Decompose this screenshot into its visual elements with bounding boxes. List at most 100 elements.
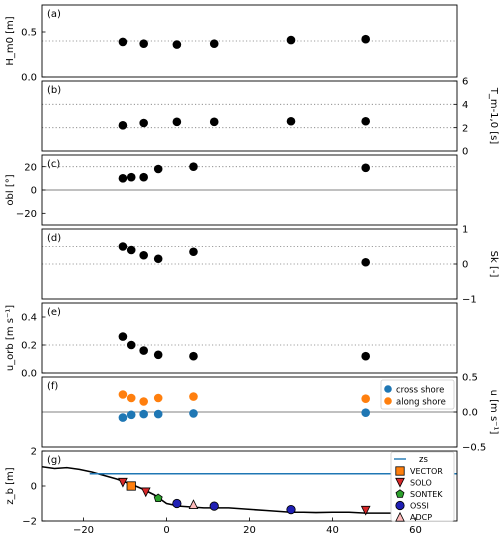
x-tick-label: 20 xyxy=(243,525,256,536)
y-tick-label: 20 xyxy=(24,162,37,173)
y-tick-label: 0 xyxy=(31,482,37,493)
data-point xyxy=(361,257,371,267)
instrument-marker xyxy=(172,498,182,509)
instrument-marker xyxy=(140,487,151,498)
panel-frame xyxy=(41,4,458,78)
y-tick-label: 1 xyxy=(462,225,468,236)
y-tick-label: −1 xyxy=(462,295,477,306)
y-axis-label: u [m s⁻¹] xyxy=(488,390,499,435)
legend-marker xyxy=(395,489,405,498)
panel-label: (d) xyxy=(47,233,61,244)
legend-label: SONTEK xyxy=(410,490,443,499)
y-tick-label: −2 xyxy=(22,517,37,528)
data-point xyxy=(172,117,182,127)
legend-marker xyxy=(384,385,392,393)
data-point xyxy=(153,409,163,419)
data-point xyxy=(153,393,163,403)
data-point xyxy=(118,332,128,341)
data-point xyxy=(118,242,128,251)
data-point xyxy=(286,116,296,126)
panel-label: (b) xyxy=(47,85,61,96)
x-tick-label: 0 xyxy=(163,525,169,536)
panel-2: −20 0 20 obl [°] (c) xyxy=(5,154,458,226)
legend: zs VECTOR SOLO SONTEK OSSI ADCP xyxy=(390,451,455,522)
y-tick-label: 0.0 xyxy=(462,408,478,419)
data-point xyxy=(189,392,198,401)
data-point xyxy=(139,397,148,406)
y-tick-label: 2 xyxy=(31,447,37,458)
instrument-marker xyxy=(360,505,371,516)
data-point xyxy=(189,351,198,361)
data-point xyxy=(139,346,148,355)
y-tick-label: 0.0 xyxy=(21,369,37,380)
data-point xyxy=(118,390,128,399)
panel-frame xyxy=(41,80,458,152)
y-tick-label: 0.2 xyxy=(21,341,37,352)
data-point xyxy=(118,37,128,47)
legend-label: ADCP xyxy=(410,513,432,522)
data-point xyxy=(361,394,371,404)
plot-area xyxy=(118,390,371,422)
data-point xyxy=(172,40,182,49)
data-point xyxy=(189,409,198,418)
data-point xyxy=(153,164,163,174)
data-point xyxy=(118,413,128,422)
y-axis-label: Sk [-] xyxy=(488,251,499,278)
plot-area xyxy=(118,242,371,267)
plot-area xyxy=(118,332,371,361)
y-tick-label: −20 xyxy=(16,209,37,220)
legend-marker xyxy=(384,397,392,405)
data-point xyxy=(139,172,148,182)
y-tick-label: 6 xyxy=(462,77,468,88)
data-point xyxy=(209,39,219,48)
y-tick-label: 4 xyxy=(462,100,468,111)
legend-label: OSSI xyxy=(410,502,429,511)
legend-frame xyxy=(390,451,455,522)
data-point xyxy=(139,409,148,419)
data-point xyxy=(361,34,371,44)
legend-label: along shore xyxy=(396,397,446,407)
data-point xyxy=(189,162,198,171)
data-point xyxy=(361,351,371,361)
y-axis-label: obl [°] xyxy=(5,174,16,205)
data-point xyxy=(361,116,371,126)
data-point xyxy=(126,393,136,403)
plot-area xyxy=(118,116,371,130)
data-point xyxy=(126,340,136,350)
data-point xyxy=(126,245,136,255)
panel-label: (e) xyxy=(47,307,61,318)
data-point xyxy=(126,172,136,182)
data-point xyxy=(209,117,219,127)
panel-label: (f) xyxy=(47,381,58,392)
instrument-marker xyxy=(118,477,128,488)
panel-label: (c) xyxy=(47,159,60,170)
legend-label: zs xyxy=(419,455,428,465)
data-point xyxy=(153,350,163,360)
panel-0: 0.0 0.5 H_m0 [m] (a) xyxy=(5,4,458,84)
y-tick-label: 0.4 xyxy=(21,313,37,324)
instrument-marker xyxy=(126,481,136,491)
data-point xyxy=(139,118,148,128)
panel-1: 0 2 4 6 T_m-1,0 [s] (b) xyxy=(41,77,499,158)
legend-frame xyxy=(380,379,455,410)
instrument-marker xyxy=(209,501,219,511)
x-tick-label: −20 xyxy=(73,525,94,536)
panel-4: 0.0 0.2 0.4 u_orb [m s⁻¹] (e) xyxy=(5,302,458,380)
instrument-marker xyxy=(286,505,296,515)
legend-marker xyxy=(395,500,405,511)
data-point xyxy=(118,174,128,183)
panel-frame xyxy=(41,302,458,374)
data-point xyxy=(189,247,198,257)
legend: cross shore along shore xyxy=(380,379,455,410)
x-tick-label: 40 xyxy=(326,525,339,536)
panel-label: (g) xyxy=(47,455,61,466)
y-tick-label: 0.5 xyxy=(21,28,37,39)
y-axis-label: u_orb [m s⁻¹] xyxy=(5,305,16,371)
panel-label: (a) xyxy=(47,9,61,20)
legend-label: cross shore xyxy=(396,385,444,395)
plot-area xyxy=(118,162,371,183)
instrument-marker xyxy=(188,499,199,509)
y-tick-label: 0.5 xyxy=(462,373,478,384)
